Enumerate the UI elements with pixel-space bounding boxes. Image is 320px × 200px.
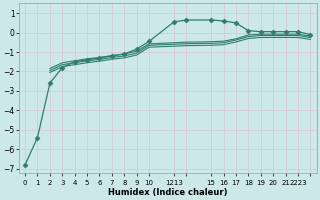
X-axis label: Humidex (Indice chaleur): Humidex (Indice chaleur) bbox=[108, 188, 228, 197]
